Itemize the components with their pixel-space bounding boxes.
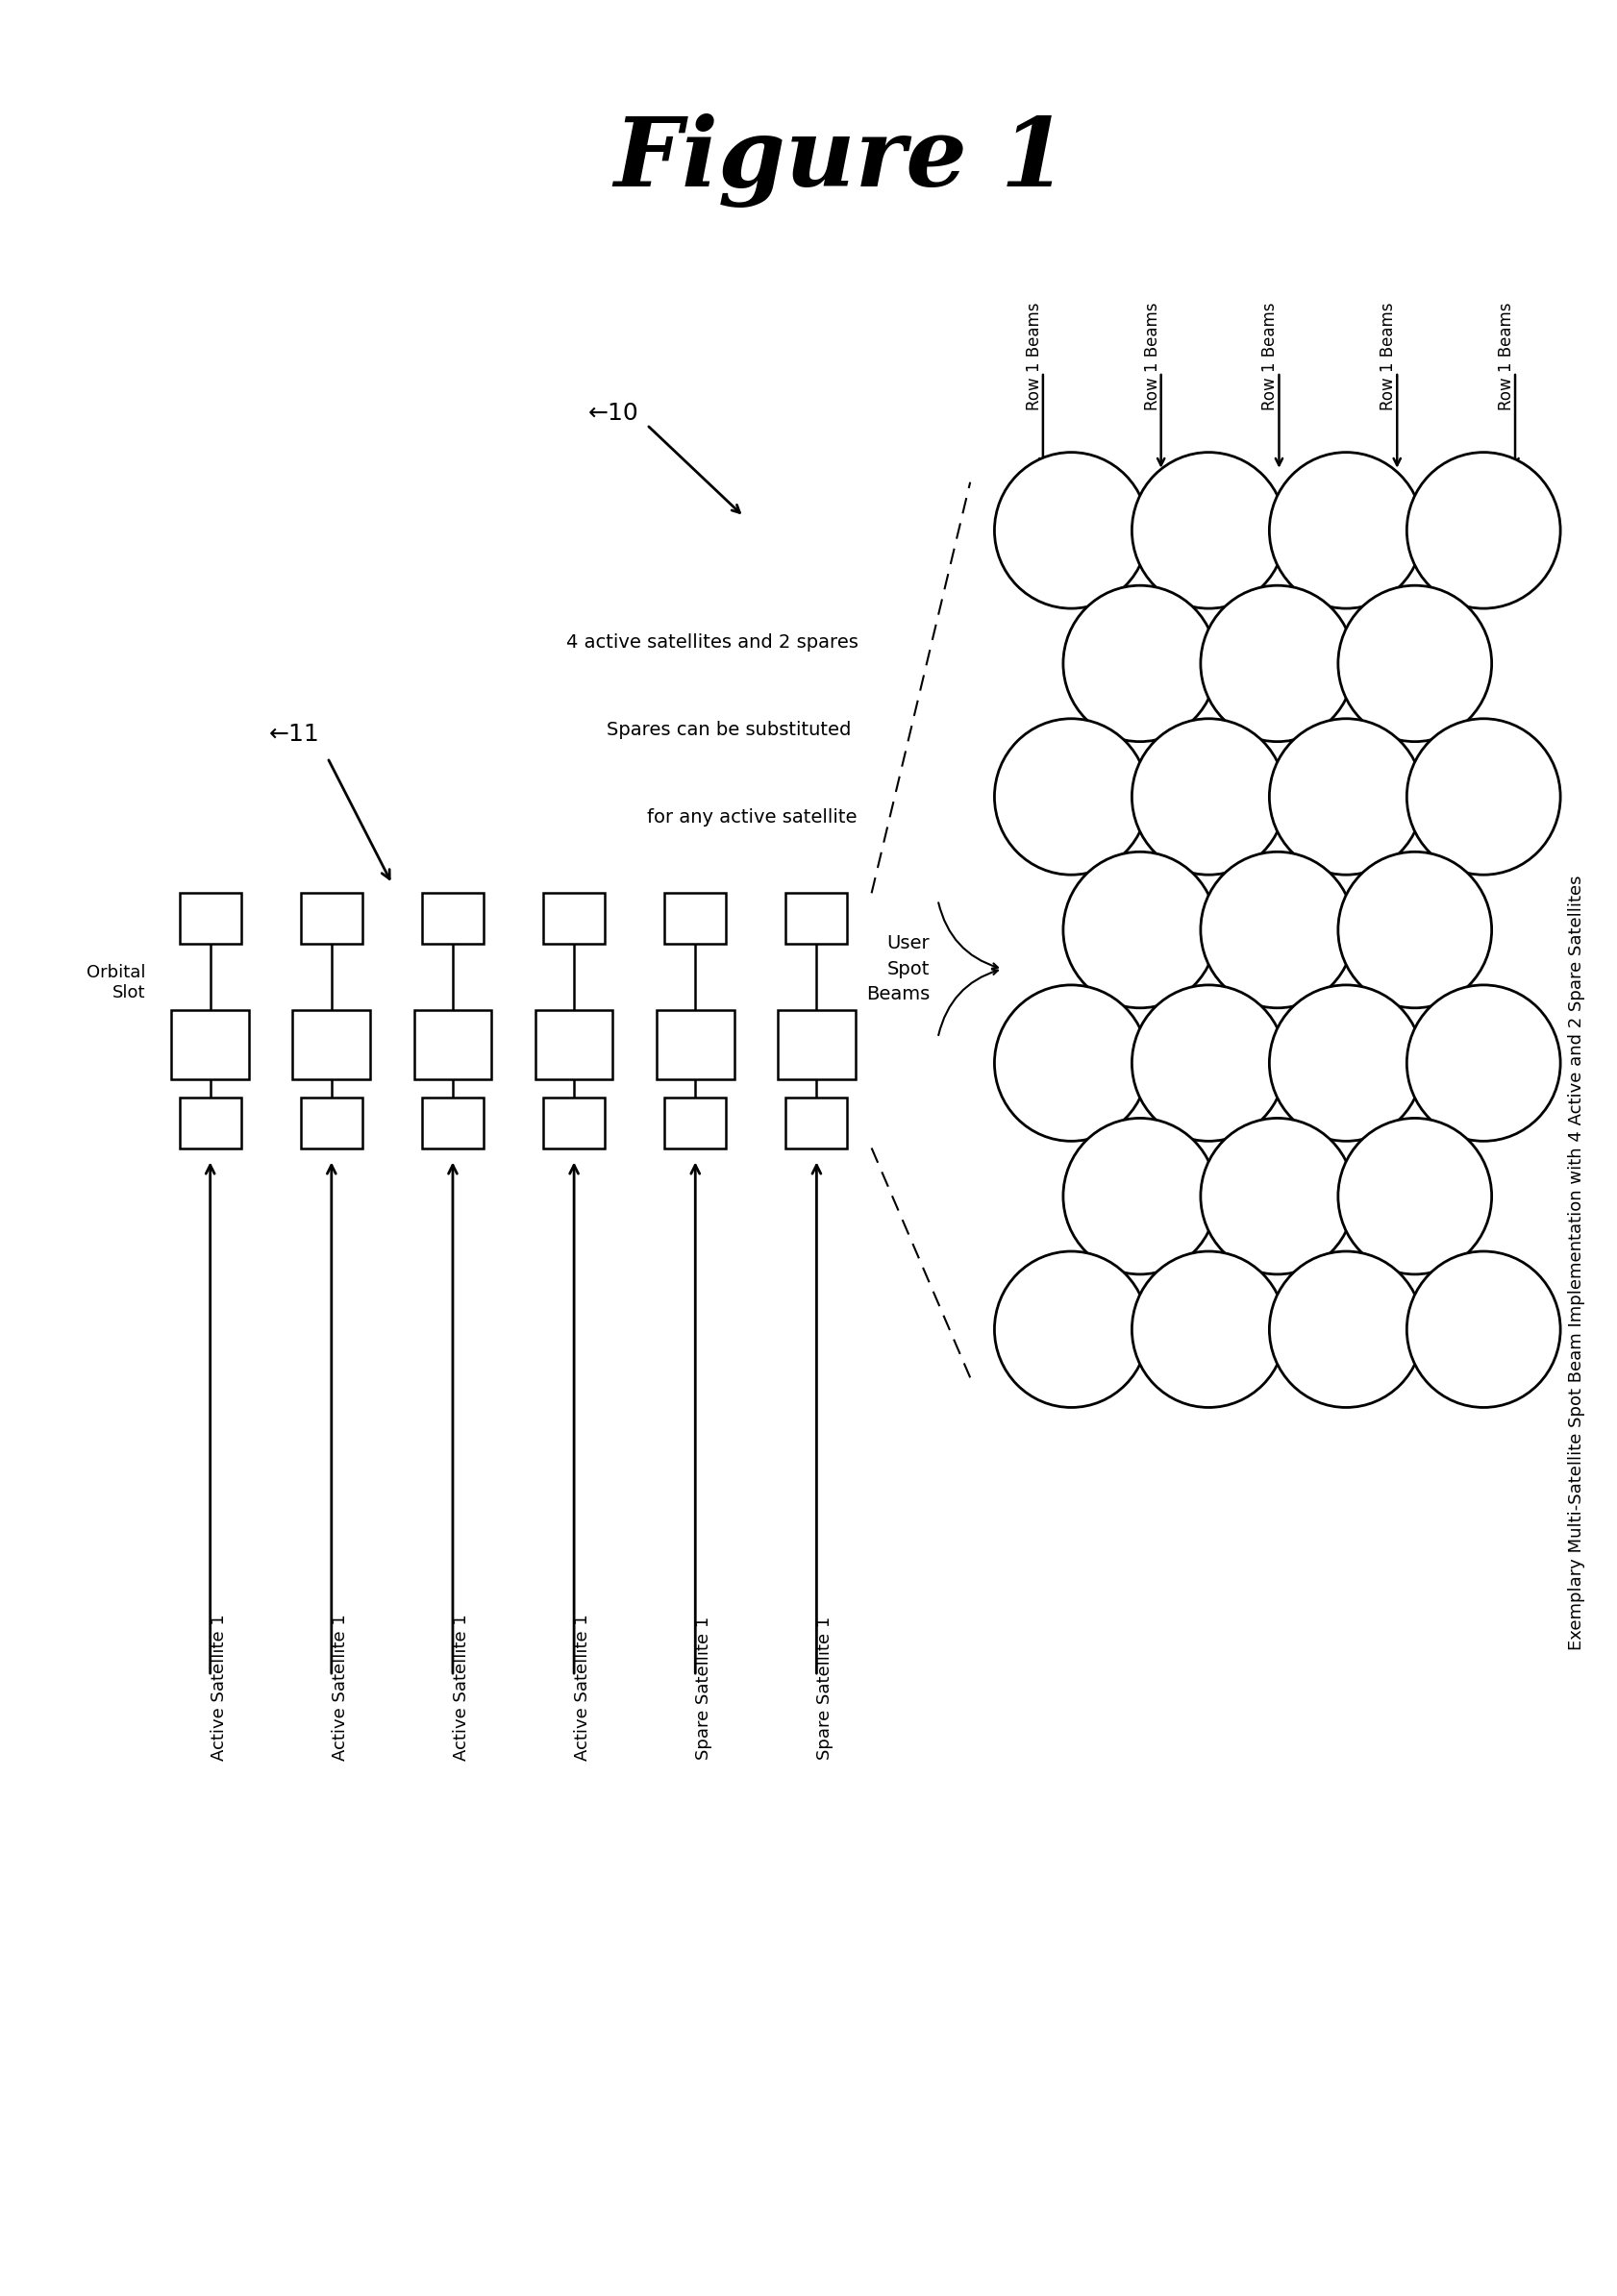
Ellipse shape [1132,1251,1286,1407]
Bar [665,893,726,944]
Text: User
Spot
Beams: User Spot Beams [867,934,930,1003]
Bar [535,1010,613,1079]
Ellipse shape [1337,585,1491,742]
Bar [543,1097,605,1148]
Bar [301,1097,362,1148]
Text: Figure 1: Figure 1 [614,113,1067,209]
Ellipse shape [1407,1251,1560,1407]
Bar [422,893,483,944]
Text: ←10: ←10 [589,402,639,425]
Ellipse shape [1337,852,1491,1008]
Text: Spares can be substituted: Spares can be substituted [606,721,851,739]
Text: Row 1 Beams: Row 1 Beams [1497,301,1515,411]
Ellipse shape [1269,719,1423,875]
Text: Spare Satellite 1: Spare Satellite 1 [695,1616,713,1759]
Bar [786,1097,847,1148]
Text: Row 1 Beams: Row 1 Beams [1025,301,1043,411]
Ellipse shape [1407,719,1560,875]
Text: Active Satellite 1: Active Satellite 1 [574,1614,592,1761]
Ellipse shape [1407,452,1560,608]
Bar [665,1097,726,1148]
Text: Row 1 Beams: Row 1 Beams [1143,301,1161,411]
Text: Active Satellite 1: Active Satellite 1 [453,1614,471,1761]
Bar [301,893,362,944]
Ellipse shape [994,452,1148,608]
Ellipse shape [1064,852,1216,1008]
Bar [414,1010,492,1079]
Ellipse shape [1407,985,1560,1141]
Ellipse shape [1200,852,1353,1008]
Text: Spare Satellite 1: Spare Satellite 1 [817,1616,834,1759]
Ellipse shape [1269,1251,1423,1407]
Ellipse shape [1269,452,1423,608]
Ellipse shape [1064,1118,1216,1274]
Ellipse shape [1269,985,1423,1141]
Bar [422,1097,483,1148]
Ellipse shape [1132,985,1286,1141]
Text: Row 1 Beams: Row 1 Beams [1379,301,1397,411]
Ellipse shape [1200,1118,1353,1274]
Ellipse shape [1337,1118,1491,1274]
Ellipse shape [994,985,1148,1141]
Bar [657,1010,734,1079]
Text: Active Satellite 1: Active Satellite 1 [210,1614,228,1761]
Text: for any active satellite: for any active satellite [647,808,857,827]
Text: Active Satellite 1: Active Satellite 1 [331,1614,349,1761]
Ellipse shape [994,719,1148,875]
Bar [786,893,847,944]
Bar [543,893,605,944]
Text: ←11: ←11 [268,723,319,746]
Text: Orbital
Slot: Orbital Slot [86,964,146,1001]
Ellipse shape [1132,452,1286,608]
Ellipse shape [1200,585,1353,742]
Ellipse shape [1132,719,1286,875]
Ellipse shape [994,1251,1148,1407]
Bar [179,893,241,944]
Text: Exemplary Multi-Satellite Spot Beam Implementation with 4 Active and 2 Spare Sat: Exemplary Multi-Satellite Spot Beam Impl… [1568,875,1585,1651]
Bar [778,1010,855,1079]
Text: Row 1 Beams: Row 1 Beams [1261,301,1279,411]
Text: 4 active satellites and 2 spares: 4 active satellites and 2 spares [566,634,859,652]
Bar [293,1010,370,1079]
Ellipse shape [1064,585,1216,742]
Bar [171,1010,249,1079]
Bar [179,1097,241,1148]
